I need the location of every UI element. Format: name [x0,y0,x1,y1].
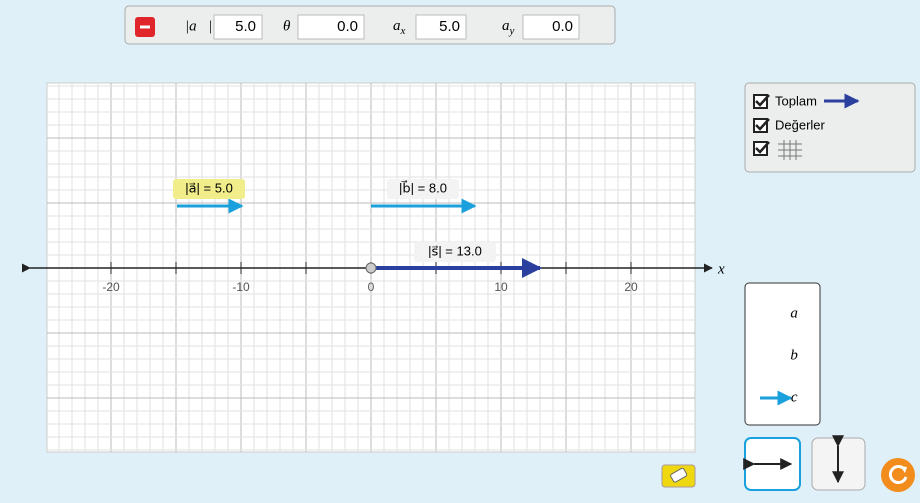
grid-icon [778,140,802,160]
sum-option: Toplam [775,93,817,108]
sum-label: |s⃗| = 13.0 [428,243,482,258]
magnitude-label: |a⃗| [185,18,212,34]
ay-value: 0.0 [552,18,573,35]
reset-button[interactable] [881,458,915,492]
angle-label: θ [283,18,291,34]
ay-label: ay [502,18,515,36]
check [755,94,770,107]
checkbox[interactable] [753,94,768,109]
tick-label: 20 [624,280,638,294]
tick-label: 0 [368,280,375,294]
eraser-icon [670,467,688,483]
bin-b[interactable]: b⃗ [790,347,809,363]
bin-a[interactable]: a⃗ [790,305,809,321]
vector-a-label-bg [173,179,245,199]
bin-c[interactable]: c⃗ [791,389,809,405]
reset-arrow [900,466,907,473]
options-panel [744,82,916,173]
minus-icon [140,25,150,29]
ay-field[interactable] [522,14,580,40]
reset-icon [888,465,908,484]
angle-field[interactable] [297,14,365,40]
values-option: Değerler [775,117,826,132]
vector-bin [744,282,821,426]
check [755,118,770,131]
angle-value: 0.0 [337,18,358,35]
ax-value: 5.0 [439,18,460,35]
checkbox[interactable] [753,141,768,156]
vector-b-label-bg [387,179,459,199]
grid-checkbox[interactable] [753,141,770,156]
tick-label: 10 [494,280,508,294]
ax-field[interactable] [415,14,467,40]
axis-label: x [717,261,725,277]
sum-checkbox[interactable] [753,94,770,109]
checkbox[interactable] [753,118,768,133]
tick-label: -20 [102,280,120,294]
magnitude-value: 5.0 [235,18,256,35]
origin-handle[interactable] [365,262,377,274]
ax-label: ax [393,18,406,36]
vector-b-label: |b⃗| = 8.0 [399,180,447,195]
magnitude-field[interactable] [213,14,263,40]
check [755,141,770,154]
values-checkbox[interactable] [753,118,770,133]
sum-label-bg [414,242,496,262]
tick-label: -10 [232,280,250,294]
vector-a-label: |a⃗| = 5.0 [185,180,233,195]
ticks: -20 -10 0 10 20 [102,262,638,294]
